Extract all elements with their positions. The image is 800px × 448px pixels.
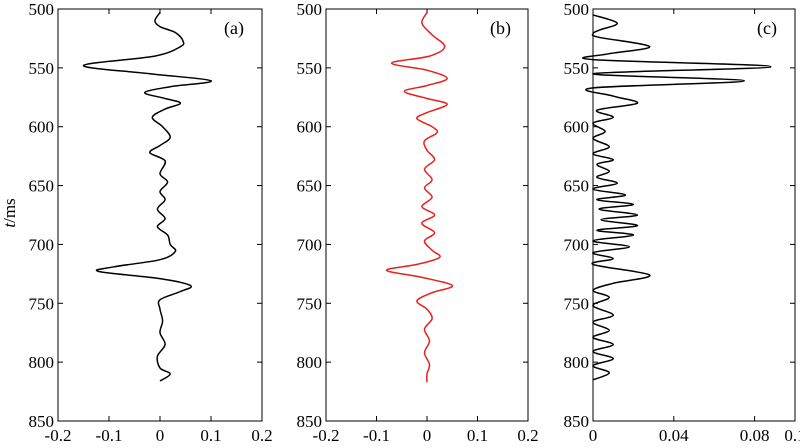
- y-tick-label: 700: [297, 235, 323, 254]
- x-tick-label: -0.1: [96, 426, 123, 445]
- panel-label: (a): [224, 18, 244, 39]
- y-tick-label: 700: [29, 235, 55, 254]
- y-axis-title: t/ms: [0, 198, 19, 227]
- y-tick-label: 500: [564, 0, 590, 19]
- y-tick-label: 700: [564, 235, 590, 254]
- series-line: [582, 14, 772, 381]
- x-tick-label: 0: [423, 426, 432, 445]
- y-tick-label: 850: [29, 412, 55, 431]
- x-tick-label: 0.08: [740, 426, 770, 445]
- x-tick-label: 0: [156, 426, 165, 445]
- y-tick-label: 600: [564, 118, 590, 137]
- y-tick-label: 550: [29, 59, 55, 78]
- y-tick-label: 800: [29, 353, 55, 372]
- series-line: [385, 12, 454, 383]
- x-tick-label: 0.2: [517, 426, 538, 445]
- y-tick-label: 800: [564, 353, 590, 372]
- y-tick-label: 500: [297, 0, 323, 19]
- panel-label: (c): [757, 18, 777, 39]
- y-tick-label: 850: [297, 412, 323, 431]
- y-tick-label: 650: [29, 177, 55, 196]
- y-axis-title-var: t: [0, 222, 19, 228]
- y-tick-label: 850: [564, 412, 590, 431]
- y-tick-label: 550: [564, 59, 590, 78]
- y-axis-title-unit: /ms: [0, 198, 19, 223]
- x-tick-label: 0: [589, 426, 598, 445]
- series-line: [82, 12, 212, 382]
- y-tick-label: 750: [564, 294, 590, 313]
- y-tick-label: 650: [297, 177, 323, 196]
- x-tick-label: 0.1: [200, 426, 221, 445]
- y-tick-label: 750: [297, 294, 323, 313]
- y-tick-label: 650: [564, 177, 590, 196]
- plot-frame: [592, 8, 796, 422]
- panel-label: (b): [490, 18, 511, 39]
- y-tick-label: 750: [29, 294, 55, 313]
- plot-frame: [57, 8, 263, 422]
- y-tick-label: 600: [297, 118, 323, 137]
- y-tick-label: 550: [297, 59, 323, 78]
- x-tick-label: -0.2: [313, 426, 340, 445]
- x-tick-label: 0.1: [784, 426, 800, 445]
- x-tick-label: 0.04: [659, 426, 689, 445]
- x-tick-label: 0.2: [251, 426, 272, 445]
- y-tick-label: 600: [29, 118, 55, 137]
- y-tick-label: 800: [297, 353, 323, 372]
- x-tick-label: -0.1: [363, 426, 390, 445]
- panel-1: 500 550 600 650 700 750 800 850-0.2 -0.1 0 0.1 0.2 (…: [29, 0, 273, 445]
- y-tick-label: 500: [29, 0, 55, 19]
- x-tick-label: 0.1: [467, 426, 488, 445]
- panel-2: 500 550 600 650 700 750 800 850-0.2 -0.1 0 0.1 0.2 (…: [297, 0, 539, 445]
- x-tick-label: -0.2: [45, 426, 72, 445]
